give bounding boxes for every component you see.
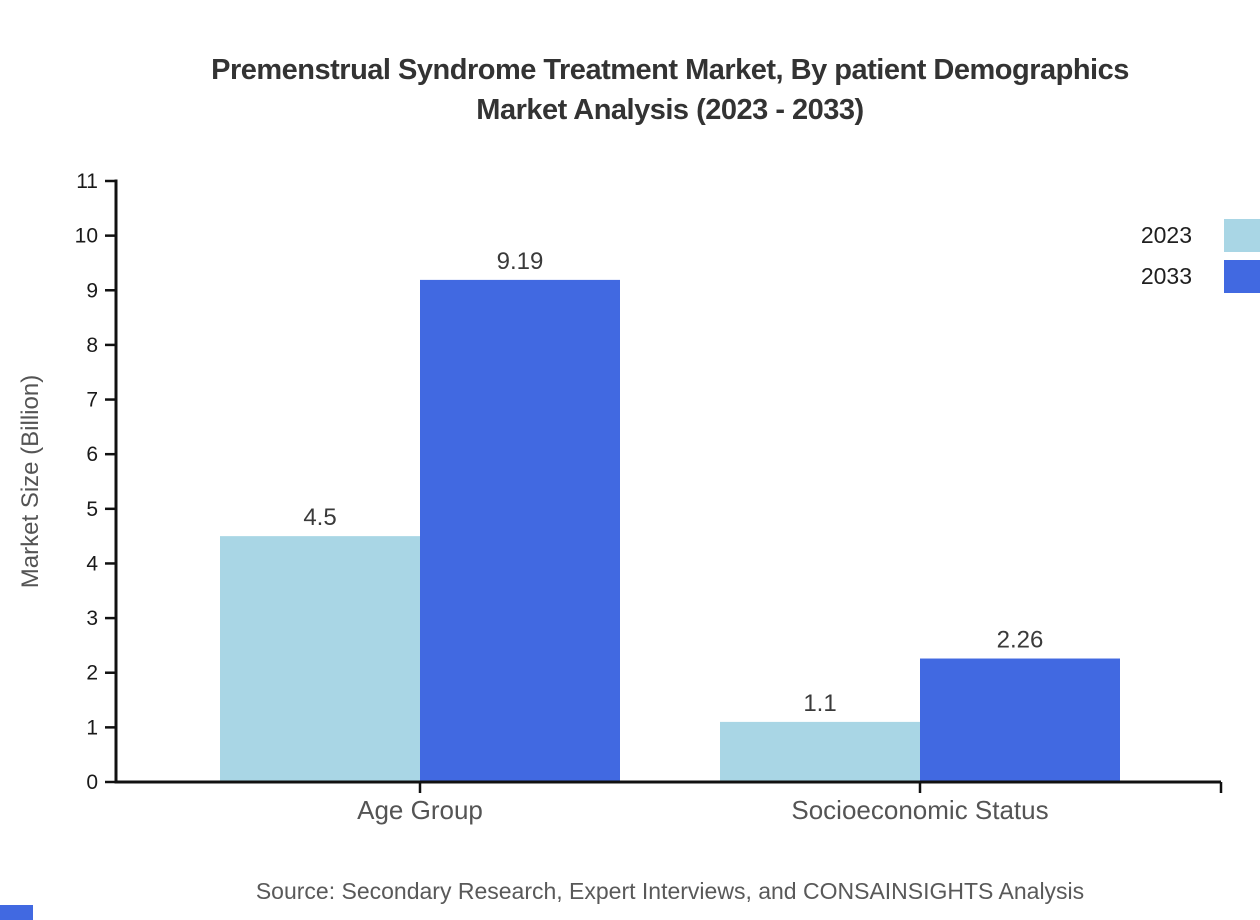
legend: 2023 2033 [1141,219,1260,301]
corner-accent [0,905,33,920]
y-tick-label: 4 [86,552,98,575]
bar-2033-socioeconomic-status[interactable] [920,658,1120,782]
bar-2033-age-group[interactable] [420,279,620,782]
y-tick-label: 3 [86,607,98,630]
legend-label-2033: 2033 [1140,263,1192,289]
bar-value-label: 4.5 [303,504,336,531]
chart-title-line1: Premenstrual Syndrome Treatment Market, … [211,54,1129,86]
y-tick-label: 9 [86,279,98,302]
y-tick-label: 5 [86,498,98,521]
legend-label-2023: 2023 [1140,222,1192,248]
x-category-label: Age Group [357,795,483,825]
y-tick-label: 1 [86,716,98,739]
y-axis-title: Market Size (Billion) [17,375,44,588]
y-tick-label: 2 [86,662,98,685]
chart-title: Premenstrual Syndrome Treatment Market, … [80,50,1260,130]
y-tick-label: 10 [75,225,98,248]
legend-swatch-2023-icon [1224,219,1260,252]
legend-item-2033[interactable]: 2033 [1141,260,1260,293]
y-tick-label: 8 [86,334,98,357]
chart-title-line2: Market Analysis (2023 - 2033) [476,94,864,126]
bar-2023-age-group[interactable] [220,536,420,782]
legend-swatch-2033-icon [1224,260,1260,293]
x-category-label: Socioeconomic Status [791,795,1048,825]
bar-value-label: 1.1 [803,690,836,717]
legend-item-2023[interactable]: 2023 [1141,219,1260,252]
axis-lines [114,179,1221,784]
y-tick-label: 7 [86,389,98,412]
y-tick-label: 11 [76,170,98,193]
source-note: Source: Secondary Research, Expert Inter… [255,878,1085,904]
bar-2023-socioeconomic-status[interactable] [720,721,920,782]
bar-value-label: 9.19 [497,248,544,275]
y-tick-label: 6 [86,443,98,466]
bar-value-label: 2.26 [997,627,1044,654]
y-tick-label: 0 [86,771,98,794]
